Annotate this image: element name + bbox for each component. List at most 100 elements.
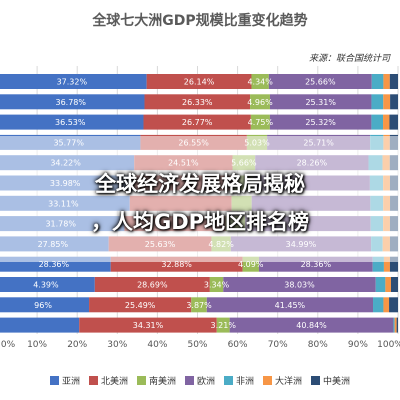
legend-swatch <box>311 376 321 385</box>
legend-item: 非洲 <box>224 374 254 387</box>
bar-segment <box>383 94 391 110</box>
bar-segment <box>371 114 384 130</box>
bar-segment <box>250 94 270 110</box>
legend-label: 亚洲 <box>61 377 80 387</box>
data-label: 3.87% <box>186 301 212 310</box>
bar-segment <box>375 277 386 292</box>
headline-overlay <box>0 136 400 262</box>
x-tick-label: 20% <box>67 340 87 350</box>
legend-swatch <box>263 376 273 385</box>
source-note: 来源：联合国统计司 <box>308 54 390 64</box>
bar-segment <box>371 94 384 110</box>
legend-item: 亚洲 <box>49 374 80 387</box>
data-label: 26.33% <box>182 98 213 107</box>
x-tick-label: 30% <box>107 340 127 350</box>
x-tick-label: 70% <box>268 340 288 350</box>
bar-segment <box>0 317 80 333</box>
legend-swatch <box>224 376 233 385</box>
data-label: 25.66% <box>305 78 336 87</box>
bar-segment <box>390 277 398 292</box>
legend: 亚洲 北美洲 南美洲 欧洲 非洲 大洋洲 中美洲 <box>0 374 400 387</box>
bar-segment <box>383 297 390 313</box>
data-label: 32.88% <box>161 260 192 269</box>
bar-segment <box>383 74 390 89</box>
data-label: 96% <box>34 301 52 310</box>
data-label: 4.96% <box>247 98 273 107</box>
x-tick-label: 100% <box>377 340 400 350</box>
bar-segment <box>0 297 90 313</box>
data-label: 40.84% <box>296 321 327 330</box>
headline-line-2: ，人均GDP地区排名榜 <box>90 210 310 234</box>
x-tick-label: 60% <box>228 340 248 350</box>
data-label: 28.36% <box>39 260 70 269</box>
x-tick-label: 40% <box>147 340 167 350</box>
x-tick-label: 10% <box>27 340 47 350</box>
bar-segment <box>0 94 145 110</box>
data-label: 36.78% <box>55 98 86 107</box>
data-label: 28.36% <box>301 260 332 269</box>
bar-segment <box>373 297 384 313</box>
bar-segment <box>216 317 230 333</box>
data-label: 4.75% <box>248 118 274 127</box>
bar-segment <box>146 74 252 89</box>
bar-segment <box>389 297 398 313</box>
bar-segment <box>209 277 224 292</box>
bar-segment <box>390 94 398 110</box>
bar-segment <box>393 317 395 333</box>
bar-segment <box>383 114 390 130</box>
legend-label: 中美洲 <box>323 377 351 387</box>
legend-label: 大洋洲 <box>275 377 303 387</box>
bar-segment <box>385 277 391 292</box>
bar-segment <box>389 74 398 89</box>
data-label: 26.14% <box>184 78 215 87</box>
data-label: 28.69% <box>137 281 168 290</box>
data-label: 37.32% <box>57 78 88 87</box>
legend-label: 北美洲 <box>100 377 128 387</box>
data-label: 4.34% <box>247 78 273 87</box>
bar-segment <box>371 74 384 89</box>
bar-segment <box>0 114 144 130</box>
headline-line-1: 全球经济发展格局揭秘 <box>95 172 305 196</box>
legend-item: 北美洲 <box>88 374 128 387</box>
bar-segment <box>79 317 217 333</box>
bar-segment <box>394 317 397 333</box>
bar-segment <box>206 297 374 313</box>
bar-segment <box>144 94 251 110</box>
data-label: 26.77% <box>182 118 213 127</box>
legend-swatch <box>88 376 98 385</box>
data-label: 3.21% <box>211 321 237 330</box>
bar-segment <box>268 74 372 89</box>
legend-swatch <box>136 376 146 385</box>
x-tick-label: 90% <box>348 340 368 350</box>
data-label: 38.03% <box>284 281 315 290</box>
bar-segment <box>396 317 398 333</box>
bar-segment <box>383 256 390 272</box>
legend-label: 欧洲 <box>196 377 215 387</box>
data-label: 34.31% <box>133 321 164 330</box>
data-label: 25.32% <box>305 118 336 127</box>
bar-segment <box>269 114 372 130</box>
legend-label: 南美洲 <box>148 377 176 387</box>
bar-segment <box>94 277 210 292</box>
data-label: 4.39% <box>33 281 59 290</box>
data-label: 36.53% <box>55 118 86 127</box>
bar-segment <box>372 256 384 272</box>
legend-swatch <box>49 376 59 385</box>
bar-segment <box>191 297 207 313</box>
data-label: 25.49% <box>125 301 156 310</box>
bar-segment <box>389 114 398 130</box>
bar-segment <box>251 74 269 89</box>
data-label: 41.45% <box>275 301 306 310</box>
legend-item: 南美洲 <box>136 374 176 387</box>
x-axis-ticks: 0% 10% 20% 30% 40% 50% 60% 70% 80% 90% 100% <box>1 340 400 350</box>
bar-segment <box>0 74 147 89</box>
x-tick-label: 0% <box>1 340 16 350</box>
bar-segment <box>143 114 251 130</box>
legend-swatch <box>184 376 194 385</box>
legend-item: 欧洲 <box>184 374 215 387</box>
bar-segment <box>250 114 270 130</box>
legend-item: 中美洲 <box>311 374 350 387</box>
chart-title: 全球七大洲GDP规模比重变化趋势 <box>92 13 308 29</box>
bar-segment <box>223 277 376 292</box>
bar-segment <box>89 297 192 313</box>
